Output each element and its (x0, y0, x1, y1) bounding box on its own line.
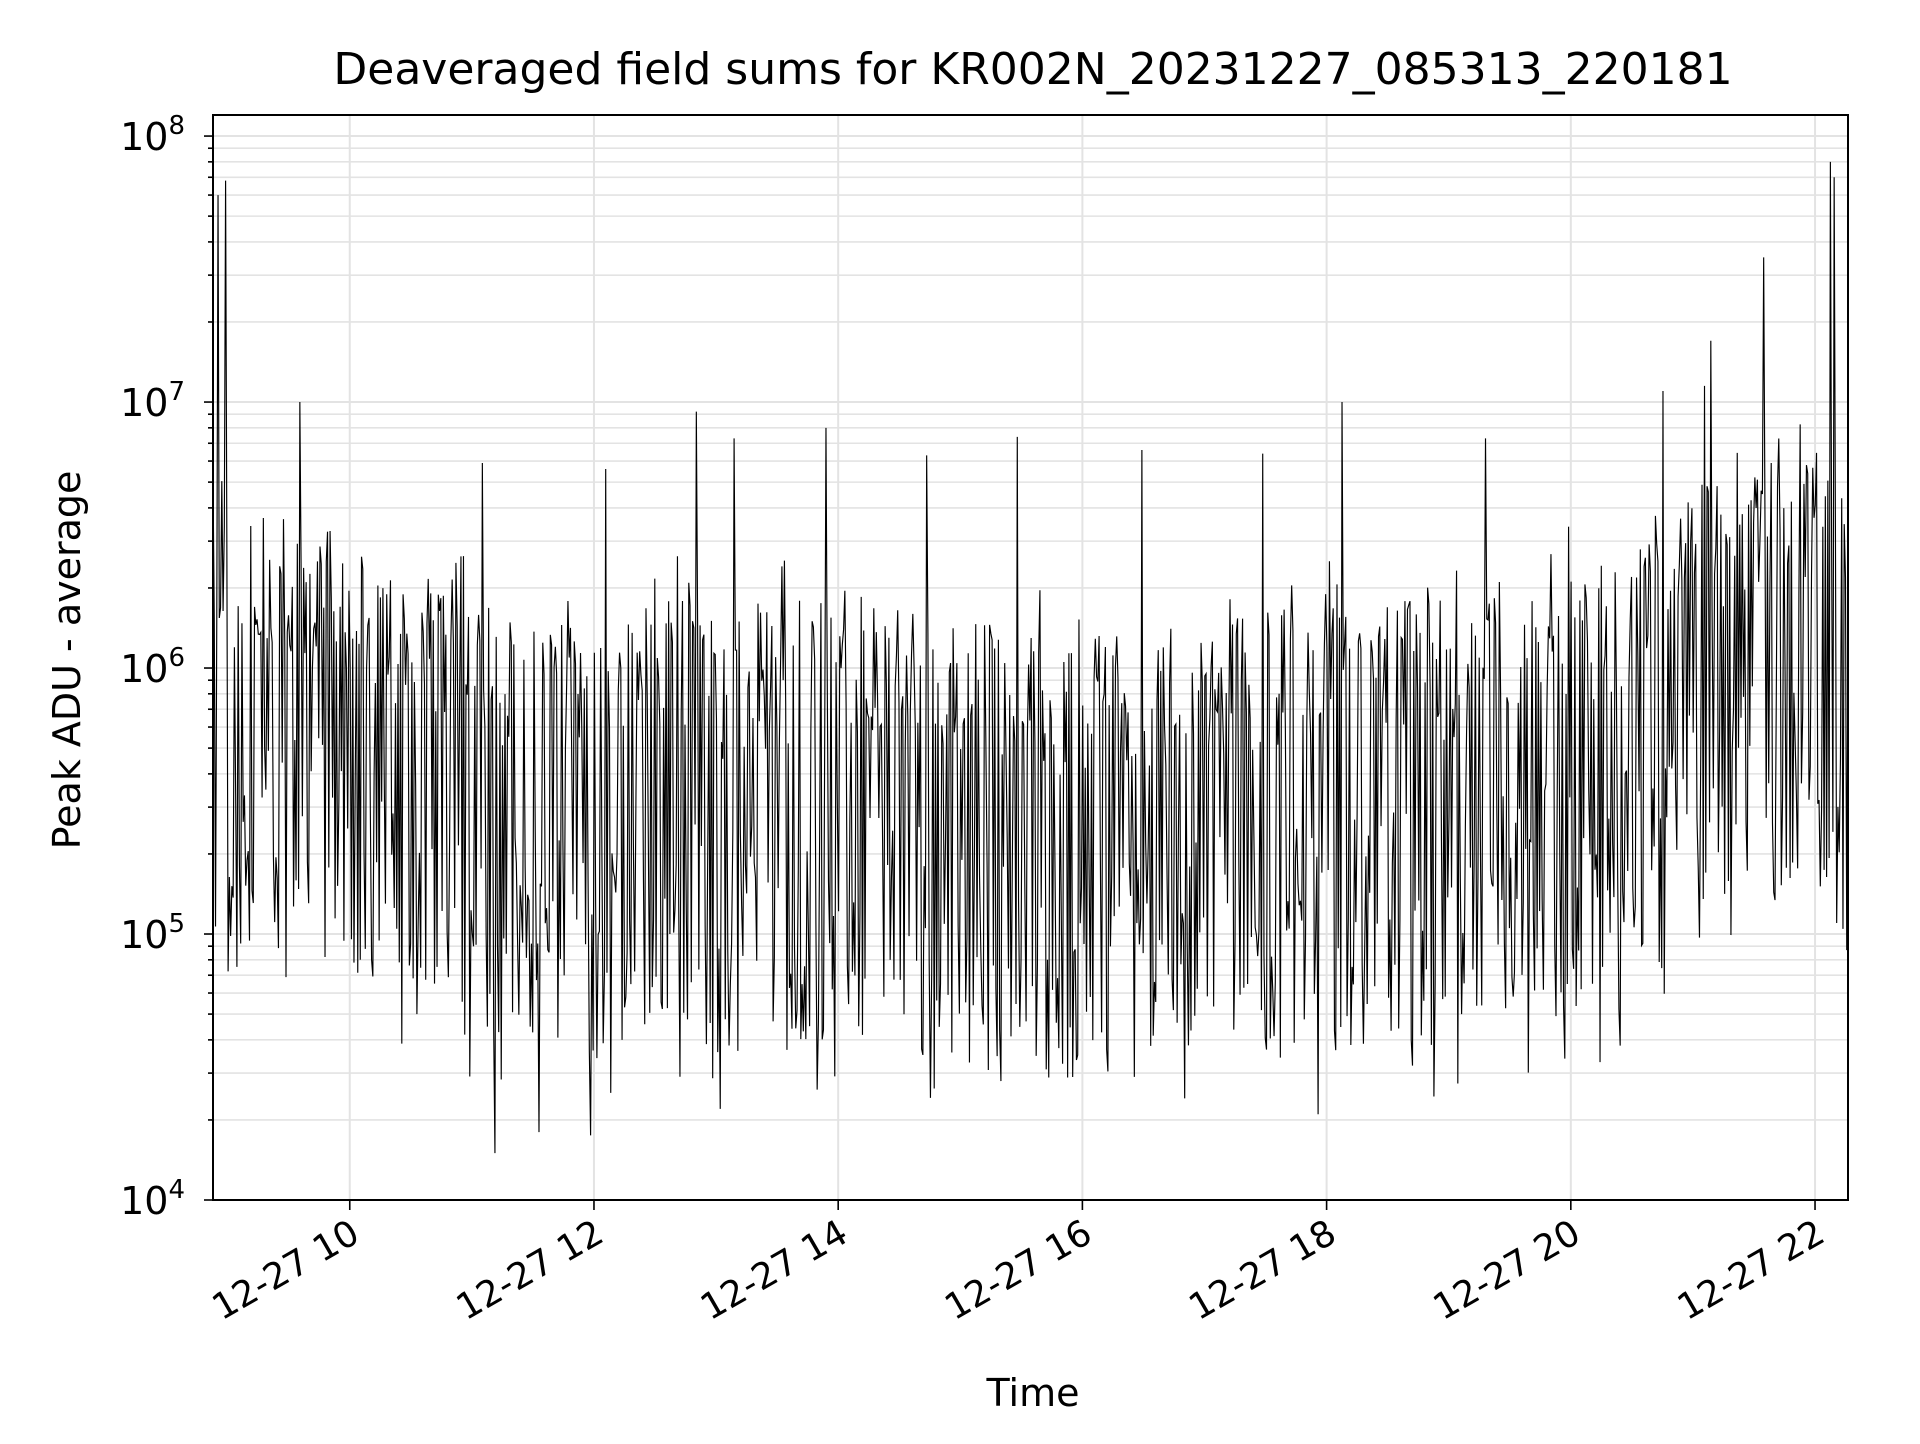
y-tick-label: 107 (120, 377, 185, 425)
data-series-line (212, 161, 1849, 1154)
chart-title: Deaveraged field sums for KR002N_2023122… (333, 44, 1732, 95)
y-tick-label: 106 (120, 643, 185, 691)
x-axis-label: Time (986, 1371, 1080, 1415)
y-tick-label: 104 (120, 1175, 185, 1223)
y-tick-label: 108 (120, 111, 185, 159)
y-axis-label: Peak ADU - average (45, 471, 89, 850)
plot-frame (212, 114, 1849, 1201)
data-line-layer (212, 161, 1849, 1154)
y-tick-label: 105 (120, 909, 185, 957)
